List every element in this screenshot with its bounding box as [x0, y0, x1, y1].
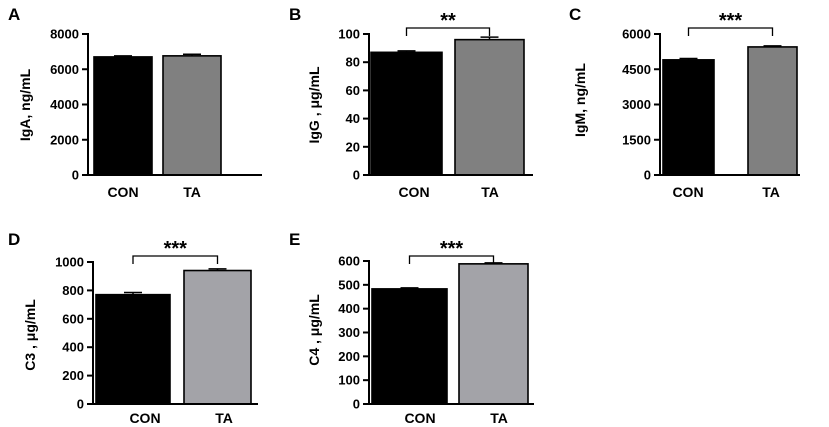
x-category-label: TA [762, 184, 780, 200]
significance-bracket [408, 255, 495, 264]
y-tick-label: 400 [62, 340, 84, 355]
bar-con [93, 56, 153, 176]
chart-panel-c: C IgM, ng/mL 0 1500 3000 4500 6000 CON TA *** [569, 5, 800, 200]
significance-bracket [687, 27, 774, 36]
y-tick-label: 4000 [50, 97, 79, 112]
bar-ta [458, 263, 529, 405]
x-category-label: CON [404, 410, 435, 426]
x-category-label: CON [107, 184, 138, 200]
x-category-label: TA [183, 184, 201, 200]
y-tick-label: 1000 [55, 255, 84, 270]
y-tick-label: 80 [346, 55, 360, 70]
y-tick-label: 800 [62, 283, 84, 298]
panel-letter: C [569, 5, 581, 24]
significance-bracket [132, 255, 219, 264]
y-tick-label: 100 [338, 373, 360, 388]
y-tick-label: 40 [346, 111, 360, 126]
y-axis-label: IgM, ng/mL [572, 63, 588, 137]
x-category-label: TA [215, 410, 233, 426]
x-category-label: TA [481, 184, 499, 200]
y-tick-label: 1500 [622, 132, 651, 147]
y-tick-label: 0 [644, 168, 651, 183]
y-tick-label: 60 [346, 83, 360, 98]
y-axis-label: IgA, ng/mL [17, 68, 33, 141]
y-tick-label: 0 [353, 397, 360, 412]
y-axis-label: C3 , μg/mL [22, 299, 38, 371]
y-tick-label: 0 [72, 168, 79, 183]
significance-label: ** [440, 10, 456, 32]
significance-label: *** [719, 10, 743, 32]
bar-con [662, 59, 715, 176]
x-category-label: CON [672, 184, 703, 200]
y-tick-label: 6000 [50, 62, 79, 77]
y-tick-label: 2000 [50, 132, 79, 147]
panel-letter: D [8, 230, 20, 249]
significance-bracket [405, 27, 491, 36]
y-tick-label: 4500 [622, 62, 651, 77]
x-category-label: CON [398, 184, 429, 200]
y-axis-label: IgG , μg/mL [306, 66, 322, 143]
x-category-label: CON [129, 410, 160, 426]
y-tick-label: 100 [338, 27, 360, 42]
chart-panel-a: A IgA, ng/mL 0 2000 4000 6000 8000 CON TA [8, 5, 262, 200]
y-tick-label: 0 [77, 397, 84, 412]
bar-con [371, 288, 448, 405]
chart-panel-d: D C3 , μg/mL 0 200 400 600 800 1000 CON TA *** [8, 230, 258, 426]
y-tick-label: 8000 [50, 27, 79, 42]
y-tick-label: 6000 [622, 27, 651, 42]
chart-panel-e: E C4 , μg/mL 0 100 200 300 400 500 600 CON TA *** [289, 230, 534, 426]
bar-con [95, 293, 171, 405]
y-tick-label: 300 [338, 325, 360, 340]
bar-ta [747, 46, 798, 176]
y-tick-label: 600 [338, 254, 360, 269]
panel-letter: A [8, 5, 20, 24]
panel-letter: E [289, 230, 300, 249]
bar-con [370, 51, 443, 176]
y-tick-label: 400 [338, 301, 360, 316]
y-axis-label: C4 , μg/mL [306, 294, 322, 366]
bar-ta [162, 55, 222, 176]
y-tick-label: 0 [353, 168, 360, 183]
panel-letter: B [289, 5, 301, 24]
y-tick-label: 200 [338, 349, 360, 364]
bar-ta [454, 38, 525, 176]
bar-ta [183, 269, 252, 405]
y-tick-label: 200 [62, 368, 84, 383]
y-tick-label: 3000 [622, 97, 651, 112]
x-category-label: TA [490, 410, 508, 426]
significance-label: *** [440, 238, 464, 260]
y-tick-label: 500 [338, 277, 360, 292]
chart-panel-b: B IgG , μg/mL 0 20 40 60 80 100 CON TA ** [289, 5, 533, 200]
y-tick-label: 20 [346, 139, 360, 154]
significance-label: *** [164, 238, 188, 260]
y-tick-label: 600 [62, 311, 84, 326]
